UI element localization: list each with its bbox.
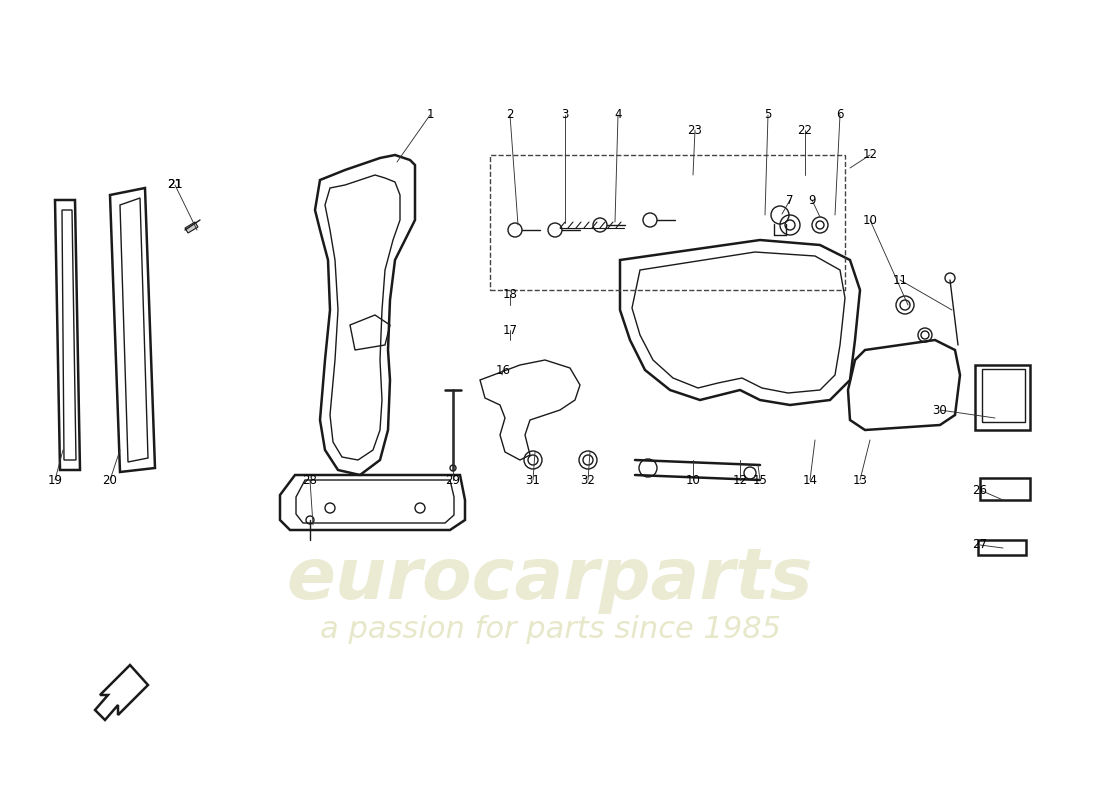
Text: 19: 19 [47,474,63,486]
Text: 29: 29 [446,474,461,486]
Text: 17: 17 [503,323,517,337]
Bar [490,155,845,290]
Text: 21: 21 [167,178,183,191]
Text: a passion for parts since 1985: a passion for parts since 1985 [319,615,781,645]
Text: 1: 1 [427,109,433,122]
Text: 18: 18 [503,289,517,302]
Text: eurocarparts: eurocarparts [287,546,813,614]
Text: 3: 3 [561,109,569,122]
Text: 21: 21 [167,178,183,191]
Text: 28: 28 [302,474,318,486]
Text: 10: 10 [862,214,878,226]
Text: 10: 10 [685,474,701,486]
Text: 22: 22 [798,123,813,137]
Text: 31: 31 [526,474,540,486]
Text: 9: 9 [808,194,816,206]
Text: 27: 27 [972,538,988,551]
Text: 12: 12 [862,149,878,162]
Text: 13: 13 [852,474,868,486]
Text: 4: 4 [614,109,622,122]
Text: 32: 32 [581,474,595,486]
Text: 11: 11 [892,274,907,286]
Polygon shape [185,222,198,233]
Text: 14: 14 [803,474,817,486]
Text: 26: 26 [972,483,988,497]
Text: 7: 7 [786,194,794,206]
Text: 16: 16 [495,363,510,377]
Text: 5: 5 [764,109,772,122]
Text: 20: 20 [102,474,118,486]
Text: 23: 23 [688,123,703,137]
Text: 12: 12 [733,474,748,486]
Text: 15: 15 [752,474,768,486]
Text: 6: 6 [836,109,844,122]
Text: 30: 30 [933,403,947,417]
Text: 2: 2 [506,109,514,122]
